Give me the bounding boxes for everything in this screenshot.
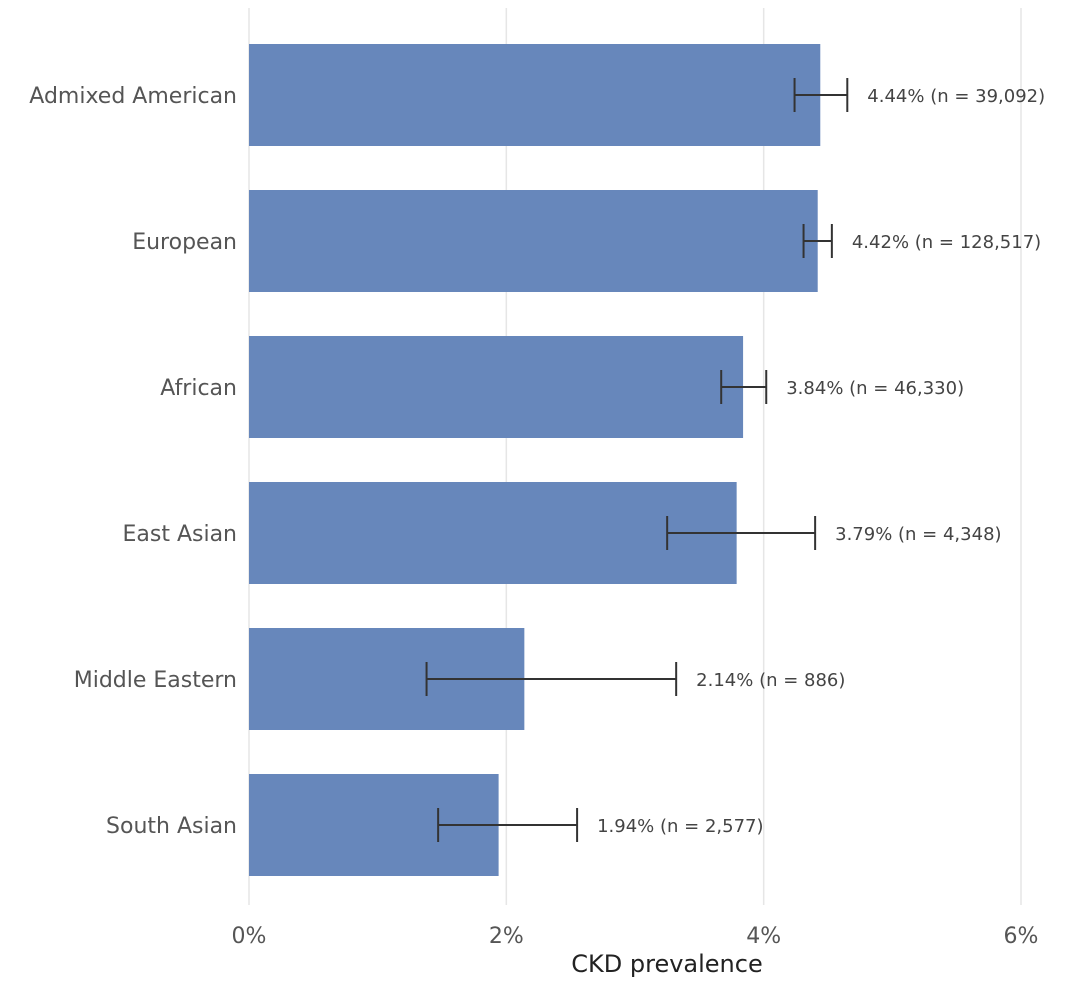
error-bars [425, 78, 849, 842]
category-label: European [132, 230, 237, 255]
category-label: East Asian [122, 522, 237, 547]
category-label: South Asian [106, 814, 237, 839]
category-label: Admixed American [29, 84, 237, 109]
bar [249, 336, 744, 438]
data-label: 4.44% (n = 39,092) [867, 86, 1045, 107]
x-axis-title: CKD prevalence [571, 950, 762, 978]
data-label: 3.79% (n = 4,348) [835, 524, 1001, 545]
x-tick-label: 6% [1004, 924, 1039, 949]
bar [249, 44, 821, 146]
category-label: Middle Eastern [74, 668, 237, 693]
data-label: 4.42% (n = 128,517) [852, 232, 1041, 253]
bar [249, 190, 818, 292]
x-tick-label: 2% [489, 924, 524, 949]
x-tick-label: 0% [232, 924, 267, 949]
data-label: 2.14% (n = 886) [696, 670, 845, 691]
labels: 0% 2% 4% 6% Admixed American 4.44% (n = 39,09… [29, 84, 1045, 949]
x-tick-label: 4% [746, 924, 781, 949]
gridlines [248, 8, 1022, 905]
data-label: 3.84% (n = 46,330) [786, 378, 964, 399]
bars [249, 44, 821, 876]
category-label: African [160, 376, 237, 401]
bar [249, 482, 737, 584]
data-label: 1.94% (n = 2,577) [597, 816, 763, 837]
